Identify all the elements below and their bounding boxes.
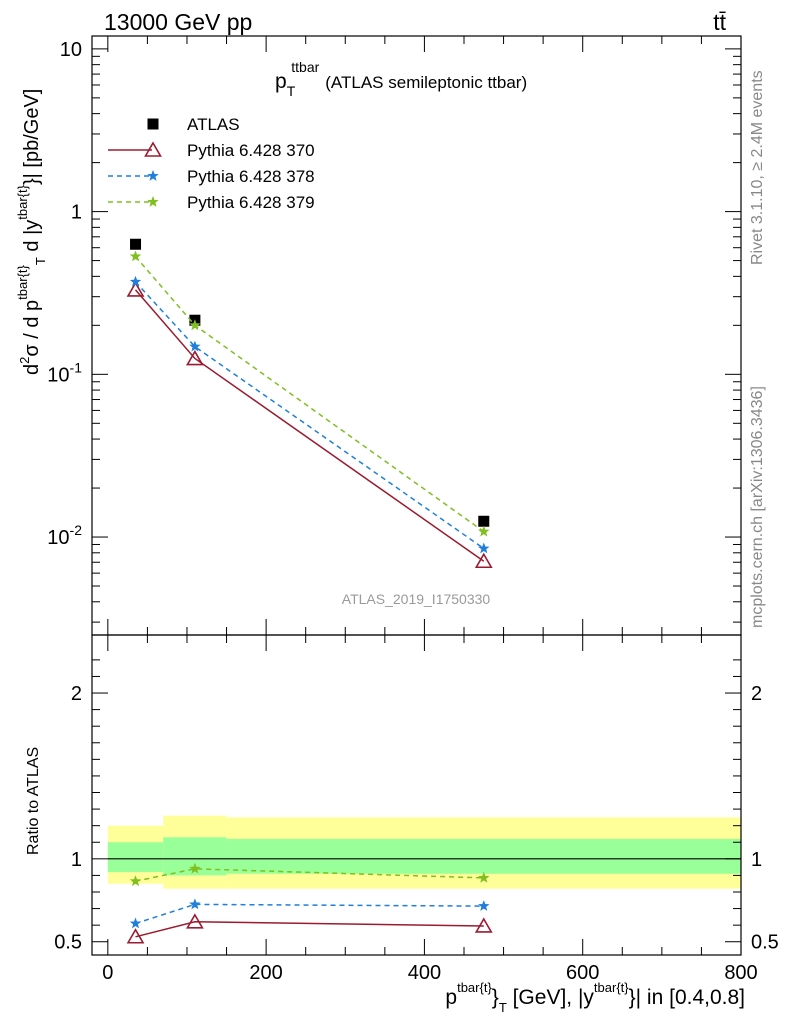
ratio-xlabel: ptbar{t}}T [GeV], |ytbar{t}}| in [0.4,0.… [445, 980, 745, 1015]
data-point [478, 542, 490, 554]
data-point [129, 917, 142, 929]
legend-marker [147, 196, 159, 207]
data-point [474, 552, 493, 569]
legend-marker [144, 141, 162, 157]
main-ytick-label: 10 [60, 39, 82, 61]
header-left: 13000 GeV pp [104, 9, 252, 35]
ratio-xtick-label: 0 [102, 962, 113, 984]
data-point [129, 250, 142, 262]
ratio-frame [91, 634, 742, 956]
main-ytick-label: 10-2 [47, 522, 82, 549]
data-point [478, 900, 490, 911]
ratio-xtick-label: 800 [724, 962, 757, 984]
series-pythia-6-428-378 [129, 275, 490, 554]
series-atlas [130, 238, 490, 527]
legend-label: Pythia 6.428 379 [187, 193, 315, 212]
title-sub: T [287, 83, 296, 99]
ratio-xtick-label: 600 [566, 962, 599, 984]
main-ytick-exponent: -1 [70, 359, 83, 375]
main-ytick-exponent: -2 [70, 522, 83, 538]
ratio-ytick-label: 0.5 [54, 932, 82, 954]
legend-marker [147, 118, 159, 130]
series-pythia-6-428-370 [126, 281, 493, 569]
data-point [189, 340, 201, 352]
data-point [478, 525, 490, 537]
series-line [135, 921, 484, 938]
data-point [129, 275, 142, 287]
data-point [189, 898, 201, 910]
ratio-panel-series [126, 862, 493, 944]
ratio-ytick-label-right: 2 [751, 683, 762, 705]
data-point [126, 281, 145, 297]
legend-item: Pythia 6.428 378 [108, 167, 315, 186]
legend-label: Pythia 6.428 370 [187, 141, 315, 160]
data-point [478, 871, 490, 883]
ratio-uncertainty-bands [107, 815, 742, 889]
band-green-2 [226, 838, 742, 874]
series-line [134, 289, 485, 562]
title-sup: ttbar [291, 59, 319, 75]
data-point [130, 238, 142, 250]
main-ylabel: d2σ / d ptbar{t}T d |ytbar{t}}| [pb/GeV] [15, 89, 48, 375]
legend: ATLAS Pythia 6.428 370 Pythia 6.428 378 Pyt… [108, 115, 315, 212]
series-pythia-6-428-378 [129, 898, 490, 929]
data-point [126, 928, 145, 944]
legend-item: Pythia 6.428 370 [108, 141, 315, 160]
band-green-0 [107, 842, 164, 873]
series-line [135, 868, 484, 882]
main-ytick-label: 10-1 [47, 359, 82, 386]
series-line [135, 903, 484, 925]
data-point [186, 913, 204, 929]
mcplots-label: mcplots.cern.ch [arXiv:1306.3436] [749, 386, 766, 628]
main-panel-axes: 10 1 10-1 10-2 [47, 35, 742, 636]
series-pythia-6-428-379 [129, 250, 490, 537]
data-point [189, 862, 201, 874]
ratio-panel-axes: 0 200 400 600 800 2 2 1 1 0.5 0.5 [54, 634, 779, 984]
ratio-ytick-label-right: 1 [751, 849, 762, 871]
rivet-label: Rivet 3.1.10, ≥ 2.4M events [749, 70, 766, 265]
data-point [189, 319, 201, 331]
series-pythia-6-428-370 [126, 913, 493, 944]
main-panel-series [126, 238, 493, 569]
ratio-ytick-label-right: 0.5 [751, 932, 779, 954]
main-ytick-label: 1 [71, 202, 82, 224]
data-point [129, 875, 142, 887]
ratio-ytick-label: 2 [71, 683, 82, 705]
title-main: p [275, 70, 287, 93]
ratio-ylabel: Ratio to ATLAS [25, 747, 42, 855]
legend-item: Pythia 6.428 379 [108, 193, 315, 212]
ratio-xtick-label: 400 [408, 962, 441, 984]
series-line [134, 256, 485, 533]
title-rest: (ATLAS semileptonic ttbar) [325, 73, 527, 92]
data-point [474, 917, 493, 933]
ratio-xtick-label: 200 [249, 962, 282, 984]
series-pythia-6-428-379 [129, 862, 490, 887]
legend-label: ATLAS [187, 115, 240, 134]
legend-marker [147, 170, 159, 181]
legend-label: Pythia 6.428 378 [187, 167, 315, 186]
header-right: tt̄ [713, 9, 726, 35]
ratio-ytick-label: 1 [71, 849, 82, 871]
legend-item: ATLAS [147, 115, 240, 134]
series-line [134, 281, 485, 550]
plot-title: pTttbar (ATLAS semileptonic ttbar) [275, 59, 527, 99]
data-point [186, 349, 204, 366]
analysis-watermark: ATLAS_2019_I1750330 [342, 591, 491, 607]
data-point [478, 515, 490, 527]
